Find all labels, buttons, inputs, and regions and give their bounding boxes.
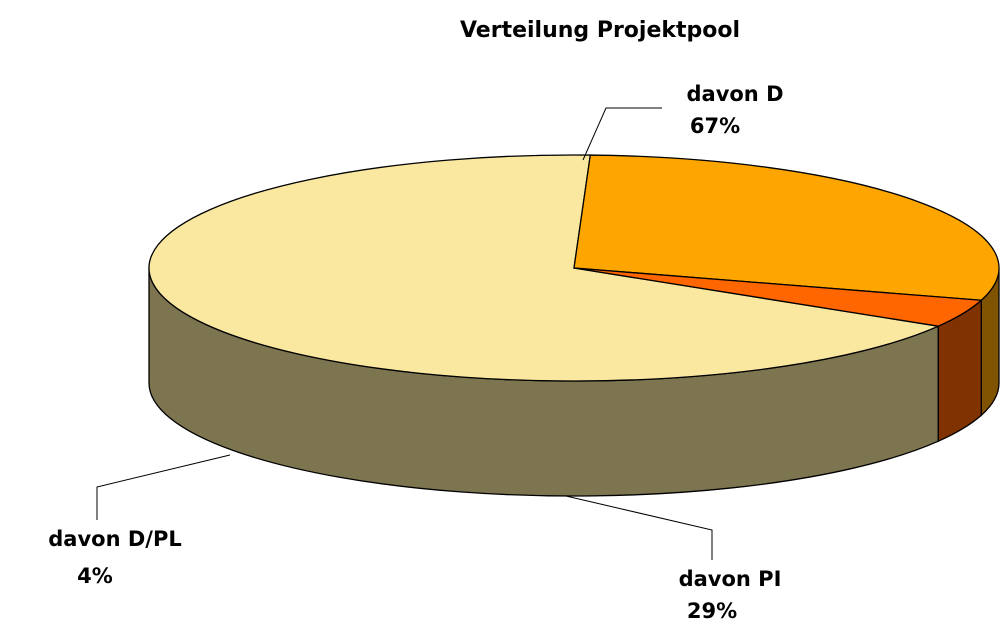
value-label: 29% (687, 599, 737, 623)
pie (148, 154, 1000, 497)
leader-line (582, 107, 662, 161)
value-label: 67% (690, 114, 740, 138)
slice-label: davon PI (679, 567, 782, 591)
labels: davon D 67% davon PI 29% davon D/PL 4% (48, 82, 783, 623)
slice (148, 154, 941, 382)
leader-line (565, 495, 713, 560)
slice (573, 267, 983, 327)
slice (573, 154, 1000, 301)
slice-label: davon D (686, 82, 783, 106)
value-label: 4% (77, 564, 113, 588)
slice-label: davon D/PL (48, 527, 181, 551)
leader-line (96, 454, 231, 520)
chart-title: Verteilung Projektpool (460, 18, 740, 43)
